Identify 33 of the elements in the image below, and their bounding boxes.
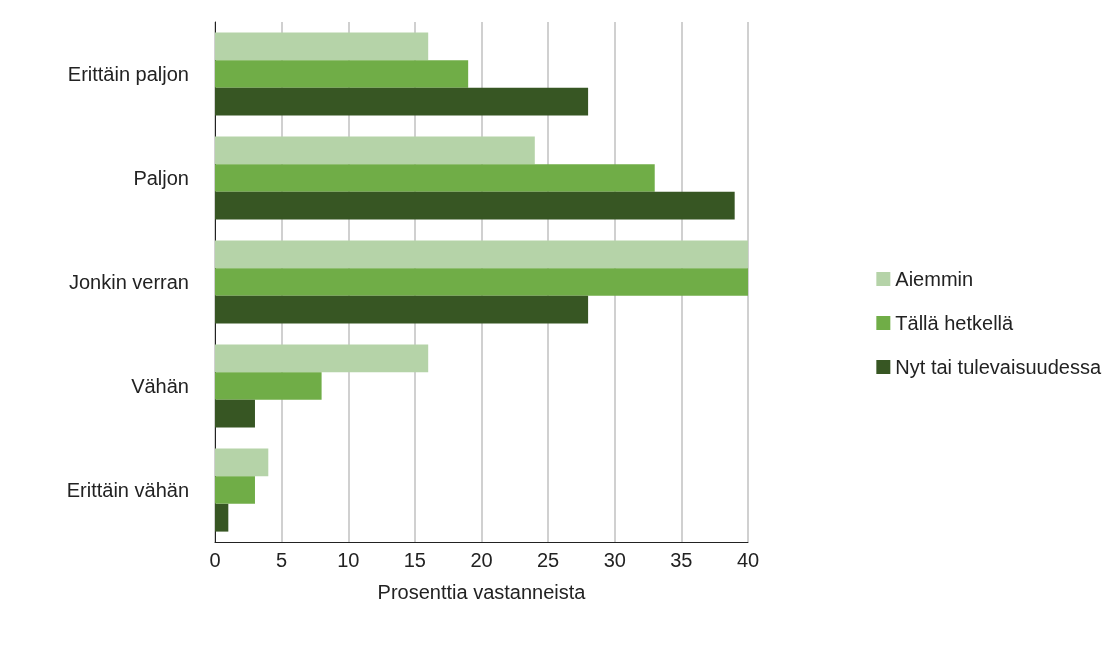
bar <box>215 240 748 269</box>
bar <box>215 448 269 477</box>
x-tick-label: 5 <box>276 549 288 571</box>
y-tick-label: Jonkin verran <box>68 271 189 293</box>
x-axis-title: Prosenttia vastanneista <box>377 581 587 603</box>
bar <box>215 191 735 220</box>
x-tick-label: 25 <box>537 549 560 571</box>
bar <box>215 136 535 165</box>
y-tick-label: Paljon <box>133 167 189 189</box>
bar <box>215 164 655 192</box>
bar <box>215 295 589 324</box>
x-tick-label: 10 <box>337 549 360 571</box>
y-tick-label: Erittäin paljon <box>67 63 189 85</box>
bar <box>215 87 589 116</box>
legend-label: Nyt tai tulevaisuudessa <box>895 356 1102 378</box>
x-tick-label: 20 <box>470 549 493 571</box>
bar <box>215 344 429 373</box>
x-tick-label: 35 <box>670 549 693 571</box>
bar <box>215 268 748 296</box>
x-tick-label: 0 <box>209 549 221 571</box>
bar <box>215 503 229 532</box>
x-tick-label: 15 <box>403 549 426 571</box>
bar <box>215 476 255 504</box>
x-tick-label: 30 <box>603 549 626 571</box>
bar <box>215 399 255 428</box>
y-tick-label: Vähän <box>131 375 189 397</box>
bar <box>215 32 429 61</box>
legend-label: Aiemmin <box>895 268 974 290</box>
y-tick-label: Erittäin vähän <box>66 479 189 501</box>
bar <box>215 60 469 88</box>
legend-label: Tällä hetkellä <box>895 312 1015 334</box>
x-tick-label: 40 <box>736 549 760 571</box>
bar <box>215 372 322 400</box>
